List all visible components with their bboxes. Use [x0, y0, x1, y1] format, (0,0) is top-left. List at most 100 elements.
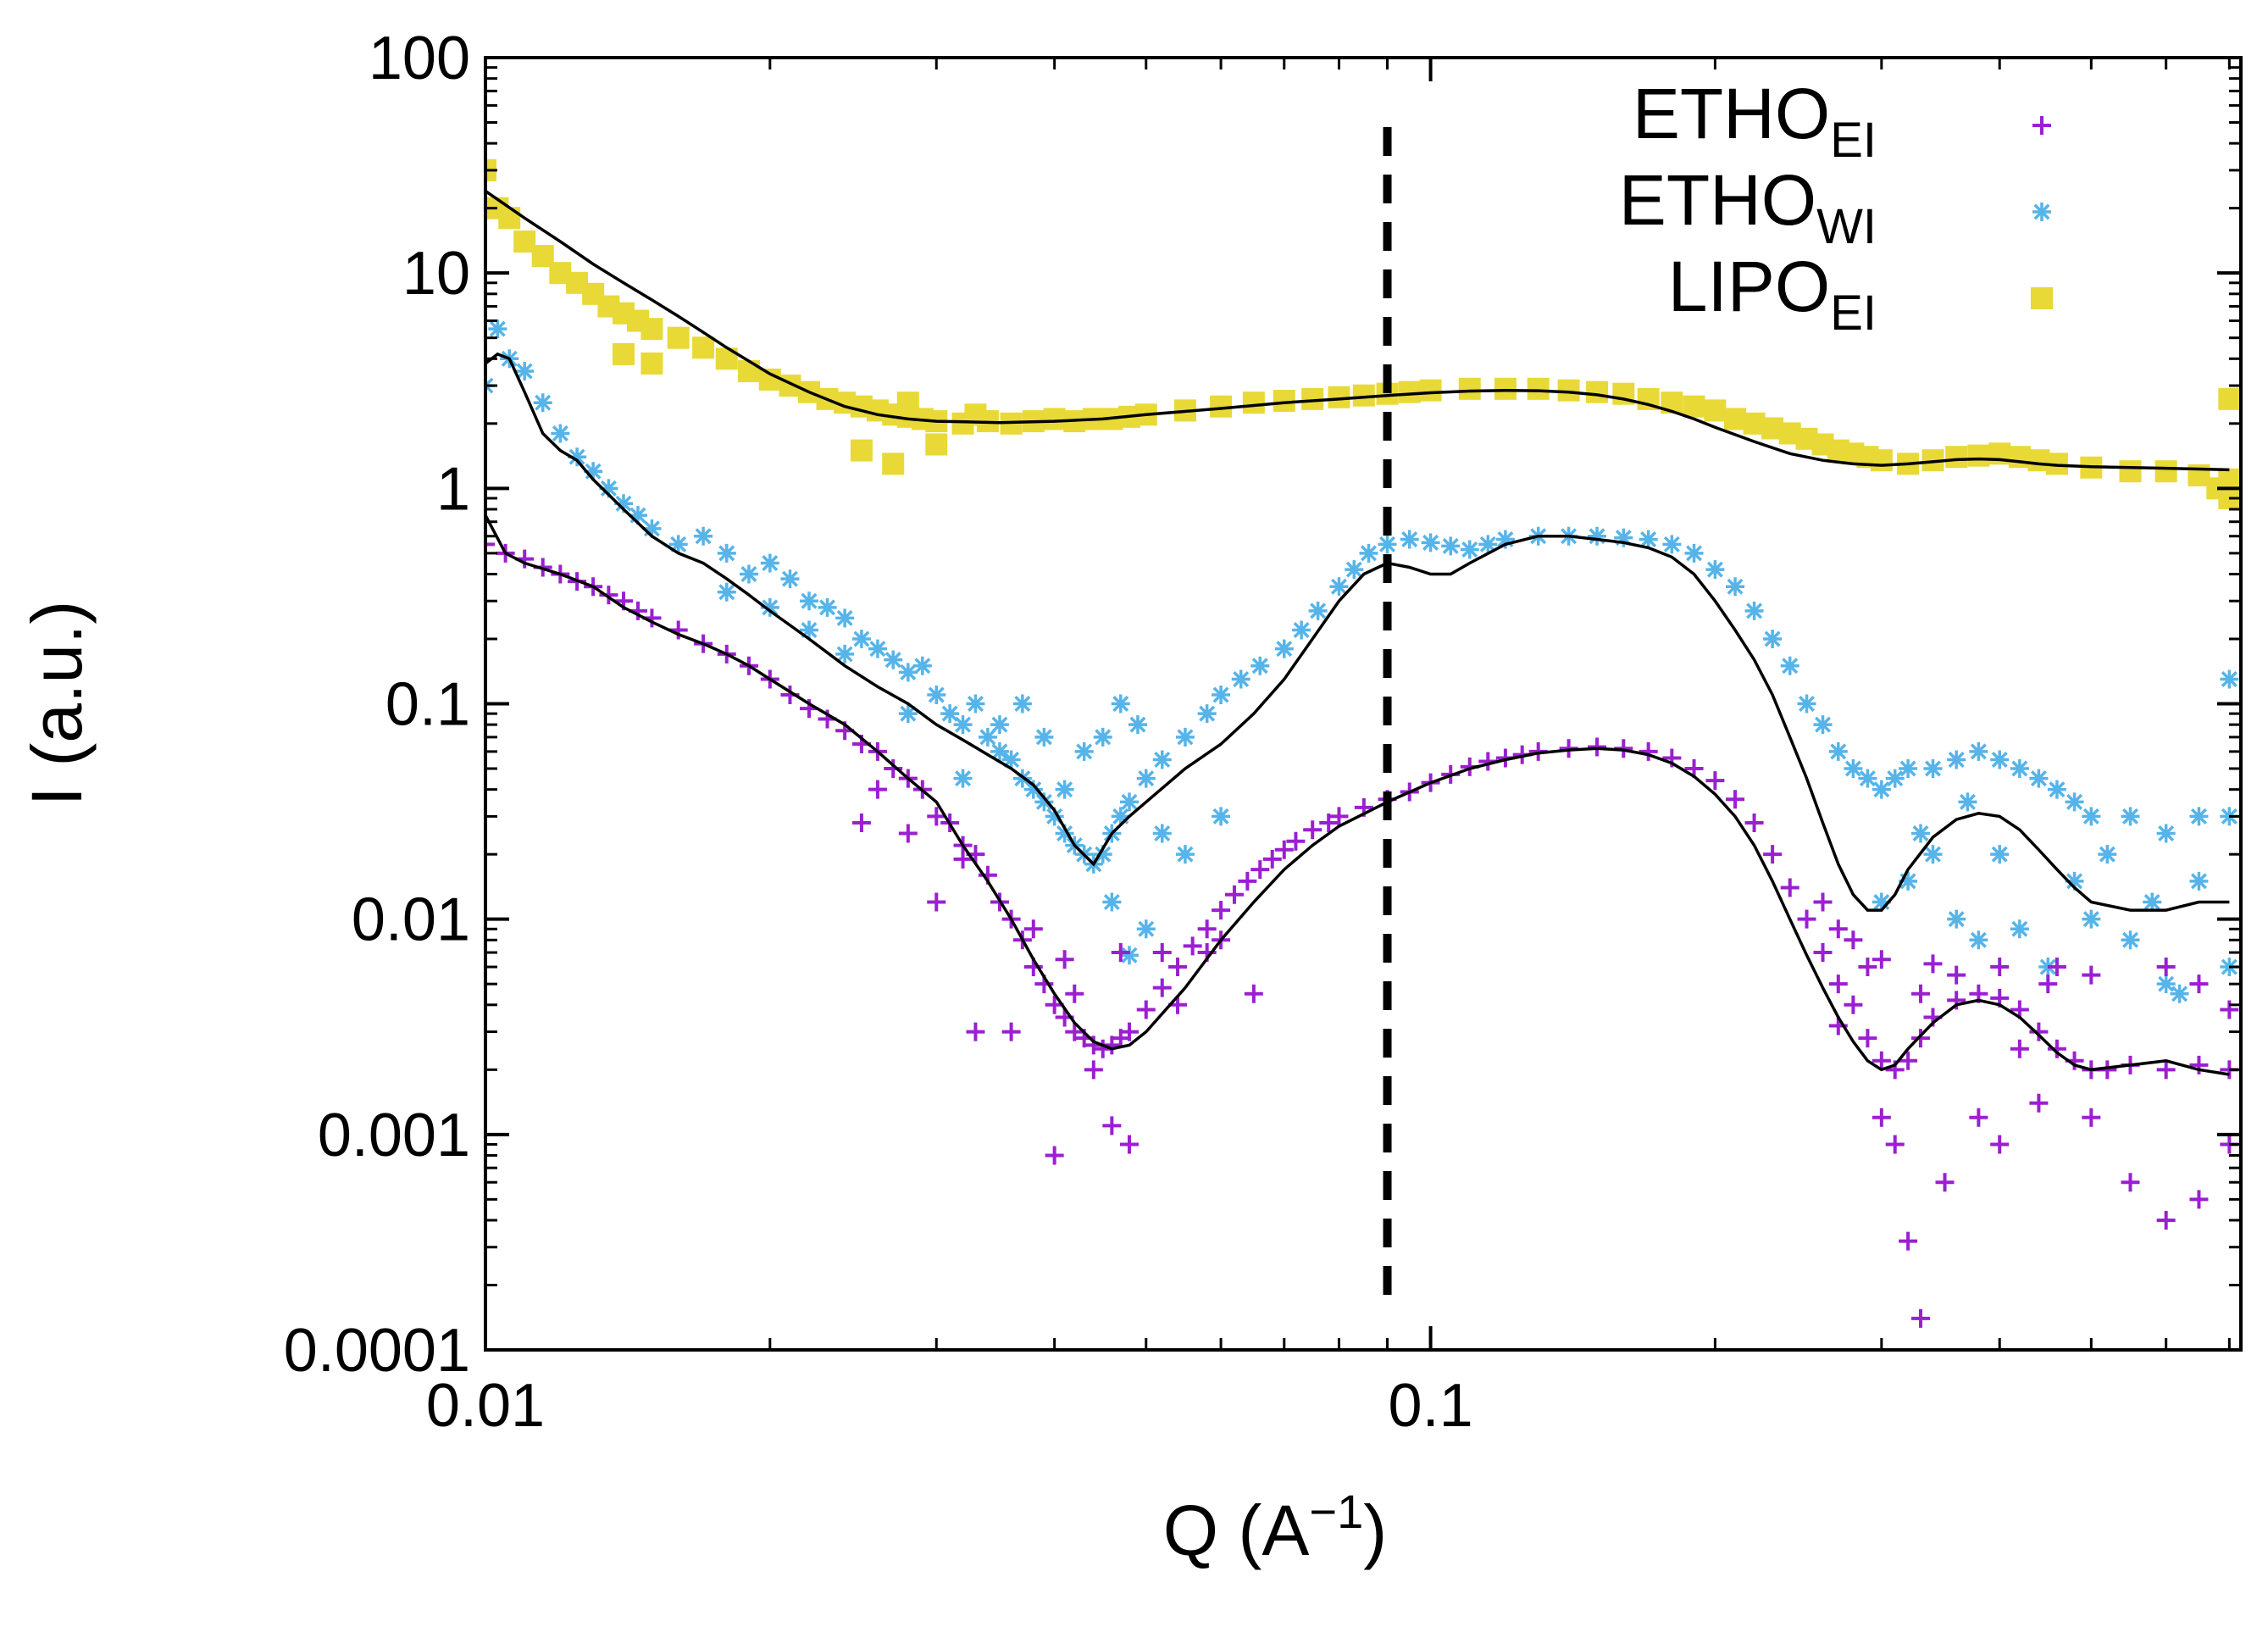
legend-label-lipo-ei: LIPO — [1668, 247, 1830, 326]
data-point — [898, 824, 918, 843]
data-point — [2154, 460, 2177, 483]
data-point — [1899, 871, 1918, 891]
fit-etho-wi — [485, 352, 2230, 912]
data-point — [925, 433, 948, 456]
data-point — [1870, 449, 1893, 472]
data-point — [1858, 958, 1877, 977]
data-point — [884, 650, 903, 669]
data-point — [1102, 1116, 1122, 1136]
data-point — [1055, 780, 1074, 799]
series-lipo-ei — [485, 158, 2241, 509]
data-point — [799, 620, 818, 640]
data-point — [1726, 790, 1745, 809]
data-point — [818, 597, 837, 617]
data-point — [978, 727, 997, 747]
data-point — [2029, 1022, 2049, 1041]
data-point — [2065, 792, 2084, 812]
data-point — [2189, 871, 2209, 891]
data-point — [1152, 978, 1172, 997]
y-tick-label: 10 — [402, 240, 470, 308]
data-point — [2189, 975, 2209, 994]
data-point — [1136, 1000, 1156, 1019]
data-point — [1527, 377, 1550, 400]
data-point — [1152, 750, 1172, 769]
data-point — [1197, 704, 1217, 724]
data-point — [1947, 909, 1966, 929]
data-point — [953, 769, 973, 788]
data-point — [2008, 446, 2031, 469]
data-point — [1967, 444, 1990, 467]
data-point — [2119, 460, 2142, 483]
data-point — [1111, 694, 1130, 714]
data-point — [1460, 540, 1479, 559]
data-point — [1935, 1173, 1955, 1192]
data-point — [1119, 792, 1139, 812]
data-point — [1744, 601, 1764, 620]
data-point — [1023, 919, 1043, 939]
data-point — [1990, 750, 2010, 769]
data-point — [1899, 1051, 1918, 1070]
data-point — [1329, 577, 1349, 597]
data-point — [1045, 807, 1064, 826]
data-point — [1684, 543, 1704, 563]
legend-sub-lipo-ei: EI — [1830, 286, 1877, 341]
data-point — [1319, 814, 1339, 833]
legend-marker — [2032, 203, 2051, 221]
data-point — [1034, 792, 1054, 812]
data-point — [1797, 694, 1816, 714]
legend-sub-etho-wi: WI — [1816, 199, 1877, 254]
data-point — [1065, 1022, 1084, 1041]
legend-label-etho-wi: ETHO — [1619, 160, 1816, 240]
data-point — [614, 494, 634, 514]
data-point — [1763, 629, 1783, 648]
data-point — [1102, 892, 1122, 912]
data-point — [1175, 845, 1195, 864]
data-point — [1495, 530, 1515, 549]
data-point — [1780, 656, 1799, 675]
data-point — [1458, 377, 1481, 400]
data-point — [692, 336, 715, 359]
data-point — [1990, 1135, 2010, 1154]
data-point — [1286, 831, 1306, 851]
data-point — [2082, 965, 2101, 985]
data-point — [1034, 727, 1054, 747]
data-point — [2156, 975, 2176, 994]
legend-marker-plus — [2032, 116, 2051, 135]
data-point — [1639, 530, 1658, 549]
data-point — [1744, 814, 1764, 833]
data-point — [882, 453, 905, 475]
data-point — [1136, 769, 1156, 788]
legend: ETHOEI ETHOWI LIPOEI — [1619, 74, 2053, 341]
data-point — [1274, 840, 1294, 859]
data-point — [1990, 958, 2010, 977]
data-point — [1093, 727, 1112, 747]
data-point — [1012, 694, 1032, 714]
data-point — [1111, 943, 1130, 963]
data-point — [2220, 1000, 2239, 1019]
data-point — [2010, 919, 2029, 939]
data-point — [780, 569, 800, 589]
data-point — [868, 639, 887, 658]
data-point — [2189, 1190, 2209, 1209]
data-point — [1292, 620, 1311, 640]
data-point — [1813, 715, 1833, 735]
data-point — [760, 597, 779, 617]
data-point — [835, 644, 855, 664]
data-point — [1662, 535, 1682, 554]
data-point — [1212, 685, 1231, 704]
data-point — [1726, 577, 1745, 597]
data-point — [2156, 958, 2176, 977]
data-point — [1923, 954, 1943, 974]
data-point — [1705, 771, 1725, 791]
data-point — [1947, 750, 1966, 769]
data-point — [2047, 1039, 2066, 1058]
data-point — [1055, 950, 1074, 969]
data-point — [694, 526, 713, 546]
data-point — [1588, 737, 1607, 757]
data-point — [2029, 1093, 2049, 1113]
data-point — [1093, 845, 1112, 864]
data-point — [1400, 530, 1419, 549]
data-point — [667, 326, 690, 349]
data-point — [2121, 807, 2140, 826]
